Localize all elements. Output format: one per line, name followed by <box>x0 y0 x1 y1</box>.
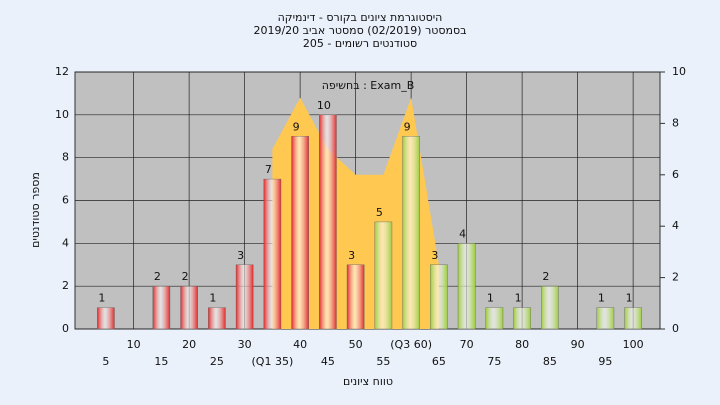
y2-tick-label: 2 <box>672 271 679 284</box>
y2-tick-label: 10 <box>672 65 686 78</box>
y-tick-label: 12 <box>55 65 69 78</box>
bar <box>485 307 504 330</box>
y2-tick-label: 8 <box>672 116 679 129</box>
y2-tick-label: 6 <box>672 168 679 181</box>
bar <box>291 136 309 330</box>
x-tick-label: 90 <box>571 338 585 351</box>
data-label: 1 <box>209 292 216 305</box>
legend: בחשיפה : Exam_B <box>322 79 415 92</box>
data-label: 2 <box>542 270 549 283</box>
x-tick-label: 10 <box>127 338 141 351</box>
data-label: 7 <box>265 163 272 176</box>
bar <box>402 136 420 330</box>
data-label: 10 <box>317 99 331 112</box>
bar <box>457 243 476 330</box>
bar <box>624 307 642 330</box>
data-label: 4 <box>459 227 466 240</box>
x-tick-label: 100 <box>623 338 644 351</box>
x-tick-label: 25 <box>210 355 224 368</box>
data-label: 9 <box>293 120 300 133</box>
x-tick-label: 70 <box>460 338 474 351</box>
y-tick-label: 6 <box>62 194 69 207</box>
x-tick-label: 65 <box>432 355 446 368</box>
x-tick-label: 30 <box>238 338 252 351</box>
x-tick-label: 55 <box>376 355 390 368</box>
bar <box>346 264 365 330</box>
x-tick-label: 80 <box>515 338 529 351</box>
data-label: 2 <box>154 270 161 283</box>
data-label: 1 <box>98 292 105 305</box>
data-label: 1 <box>515 292 522 305</box>
data-label: 9 <box>404 120 411 133</box>
x-tick-label: 75 <box>487 355 501 368</box>
x-tick-label: 85 <box>543 355 557 368</box>
data-label: 2 <box>182 270 189 283</box>
x-tick-label: 45 <box>321 355 335 368</box>
bar <box>319 114 337 330</box>
x-tick-label: 15 <box>154 355 168 368</box>
x-tick-label: 5 <box>102 355 109 368</box>
y-axis-label: מספר סטודנטים <box>29 172 42 248</box>
x-tick-label: 40 <box>293 338 307 351</box>
bar <box>596 307 615 330</box>
data-label: 3 <box>237 249 244 262</box>
y-tick-label: 4 <box>62 236 69 249</box>
bar <box>541 285 559 330</box>
x-axis-label: טווח ציונים <box>343 375 393 388</box>
y-tick-label: 0 <box>62 322 69 335</box>
bar <box>180 285 198 330</box>
bar <box>374 221 393 330</box>
data-label: 5 <box>376 206 383 219</box>
chart-title: סטודנטים רשומים - 205 <box>303 37 417 50</box>
x-tick-label: (Q1 35) <box>252 355 294 368</box>
x-tick-label: 20 <box>182 338 196 351</box>
bar <box>235 264 254 330</box>
bar <box>513 307 531 330</box>
y-tick-label: 2 <box>62 279 69 292</box>
bar <box>97 307 115 330</box>
x-tick-label: (Q3 60) <box>390 338 432 351</box>
y2-tick-label: 0 <box>672 322 679 335</box>
y-tick-label: 10 <box>55 108 69 121</box>
bar <box>263 178 282 330</box>
data-label: 1 <box>626 292 633 305</box>
data-label: 3 <box>348 249 355 262</box>
chart-title: היסטוגרמת ציונים בקורס - דינמיקה <box>278 11 443 24</box>
x-tick-label: 50 <box>349 338 363 351</box>
data-label: 3 <box>431 249 438 262</box>
area <box>272 97 439 329</box>
bar <box>430 264 448 330</box>
y2-tick-label: 4 <box>672 219 679 232</box>
y-tick-label: 8 <box>62 151 69 164</box>
bar <box>208 307 226 330</box>
x-tick-label: 95 <box>598 355 612 368</box>
bar <box>152 285 171 330</box>
data-label: 1 <box>598 292 605 305</box>
chart-title: בסמסטר (02/2019) סמסטר אביב 2019/20 <box>253 24 466 37</box>
data-label: 1 <box>487 292 494 305</box>
